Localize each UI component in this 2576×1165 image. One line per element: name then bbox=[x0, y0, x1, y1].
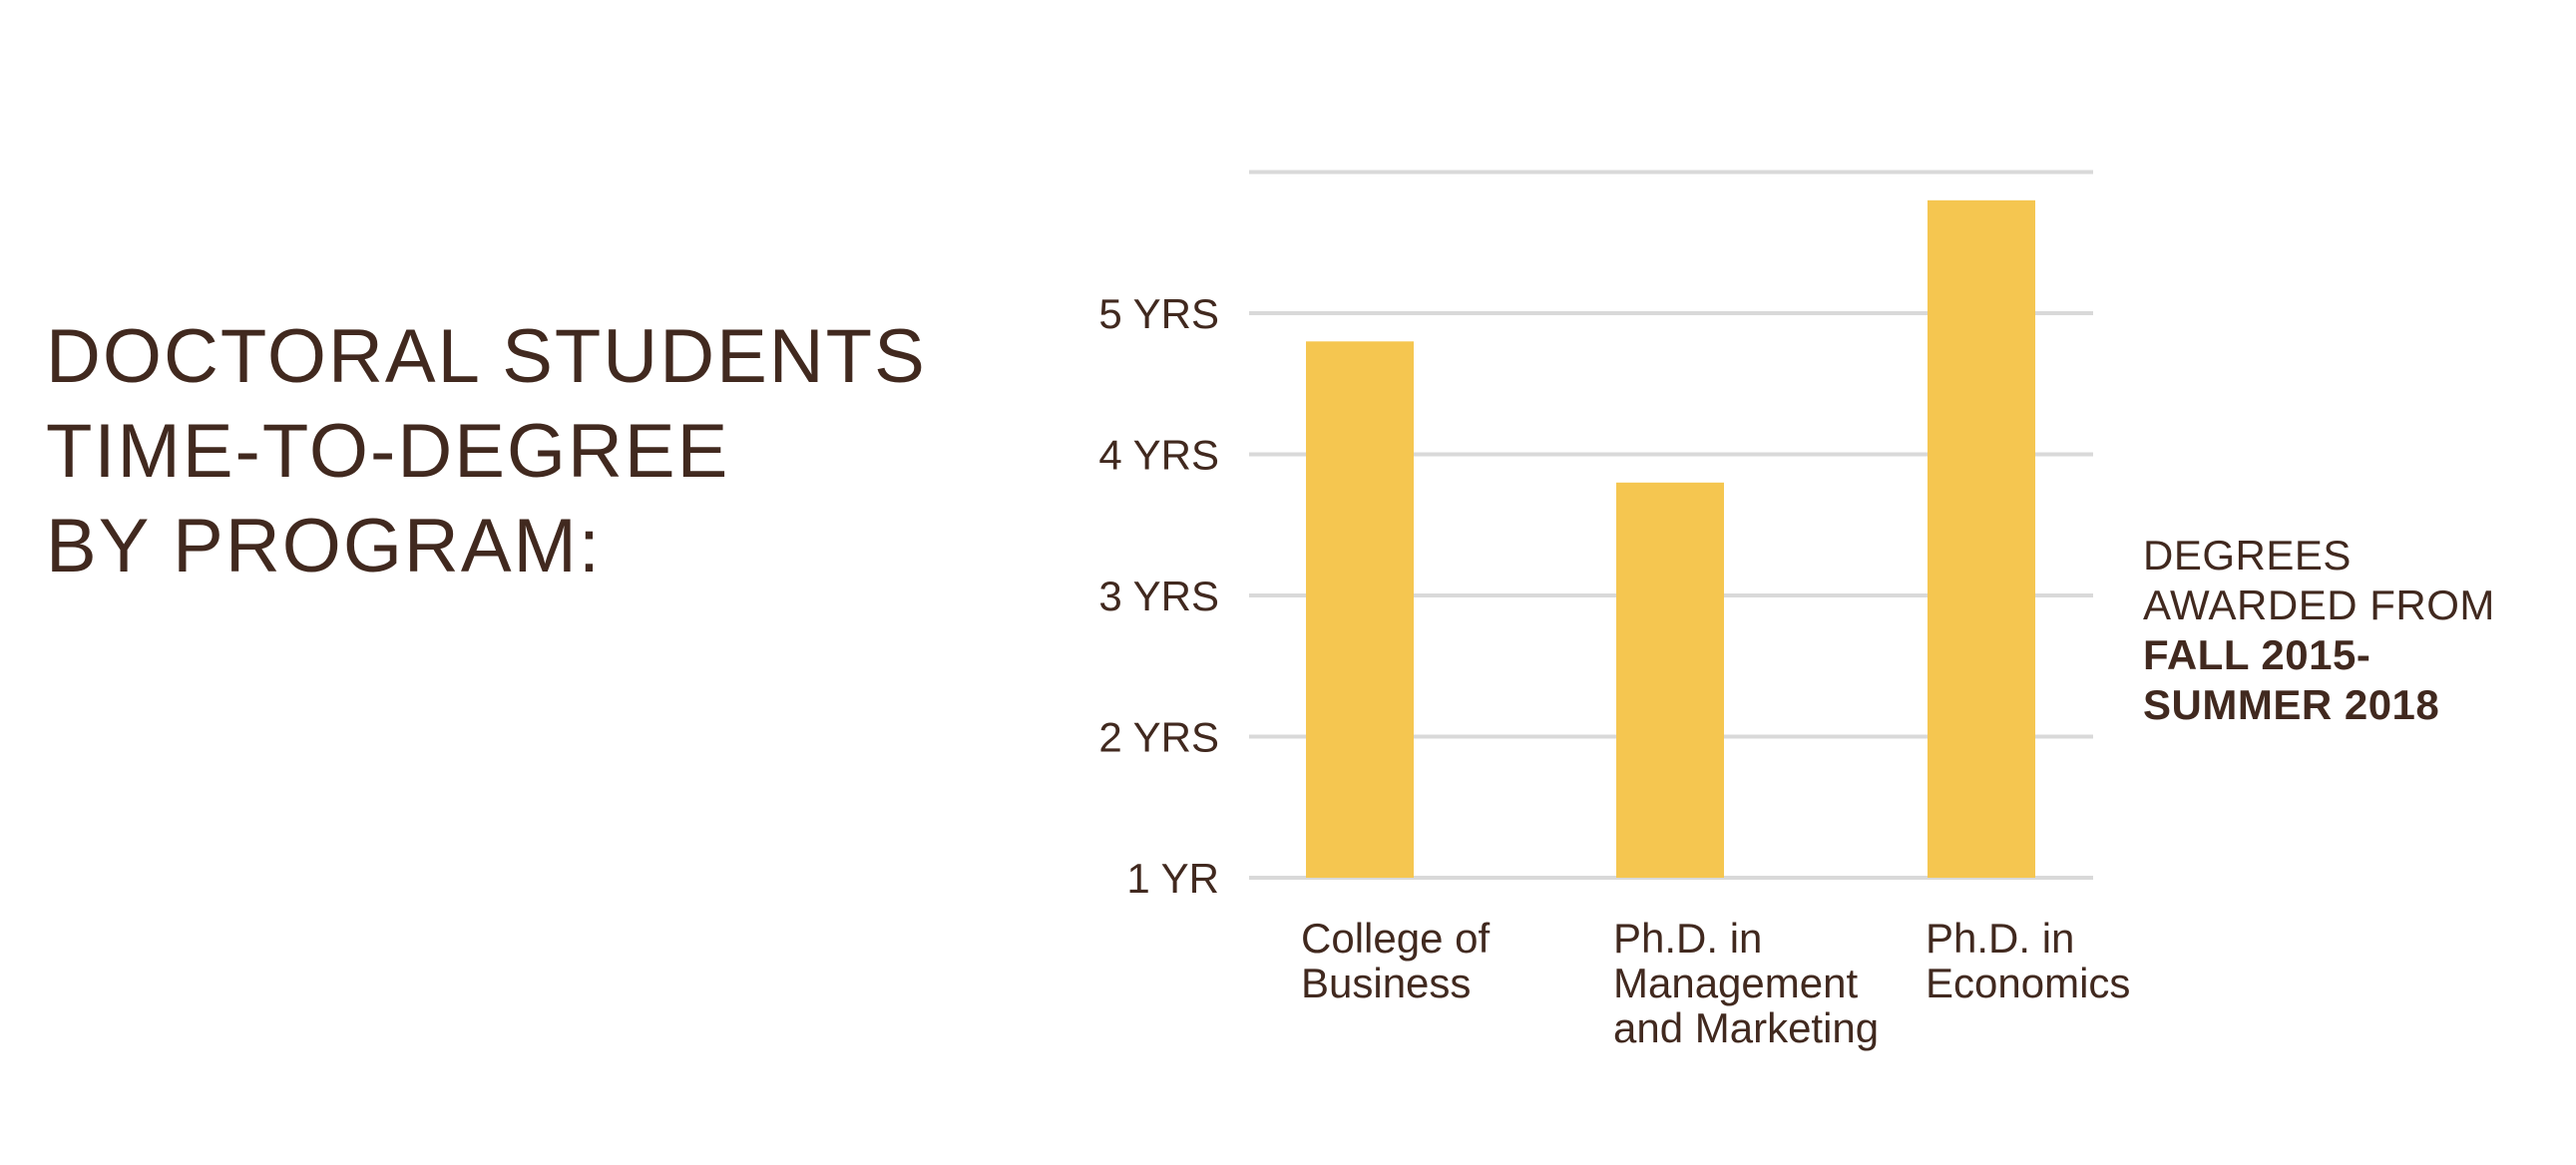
note-line-4: SUMMER 2018 bbox=[2143, 681, 2440, 728]
y-tick-label-4: 4 YRS bbox=[1098, 432, 1219, 479]
x-category-label-1-line-2: Business bbox=[1301, 960, 1471, 1006]
y-tick-label-3: 3 YRS bbox=[1098, 573, 1219, 619]
chart-title-line-3: BY PROGRAM: bbox=[46, 504, 602, 588]
x-category-label-2-line-3: and Marketing bbox=[1613, 1004, 1879, 1051]
x-category-label-2: Ph.D. in Management and Marketing bbox=[1613, 915, 1879, 1051]
x-category-label-3-line-2: Economics bbox=[1926, 960, 2130, 1006]
x-category-label-2-line-1: Ph.D. in bbox=[1613, 915, 1762, 962]
note-line-2: AWARDED FROM bbox=[2143, 582, 2495, 628]
bar-3 bbox=[1928, 199, 2035, 879]
bar-1 bbox=[1306, 341, 1414, 878]
x-category-label-1: College of Business bbox=[1301, 915, 1490, 1006]
date-range-note: DEGREES AWARDED FROM FALL 2015- SUMMER 2… bbox=[2143, 531, 2495, 730]
note-line-1: DEGREES bbox=[2143, 532, 2352, 579]
y-tick-label-5: 5 YRS bbox=[1098, 290, 1219, 337]
chart-title-line-2: TIME-TO-DEGREE bbox=[46, 409, 730, 494]
y-tick-label-2: 2 YRS bbox=[1098, 714, 1219, 761]
x-category-label-1-line-1: College of bbox=[1301, 915, 1490, 962]
y-tick-label-1: 1 YR bbox=[1126, 855, 1219, 902]
x-category-label-2-line-2: Management bbox=[1613, 960, 1858, 1006]
x-category-label-3-line-1: Ph.D. in bbox=[1926, 915, 2074, 962]
chart-title: DOCTORAL STUDENTS TIME-TO-DEGREE BY PROG… bbox=[46, 309, 927, 593]
chart-title-line-1: DOCTORAL STUDENTS bbox=[46, 314, 927, 399]
note-line-3: FALL 2015- bbox=[2143, 631, 2371, 678]
x-category-label-3: Ph.D. in Economics bbox=[1926, 915, 2130, 1006]
bar-2 bbox=[1616, 482, 1724, 878]
